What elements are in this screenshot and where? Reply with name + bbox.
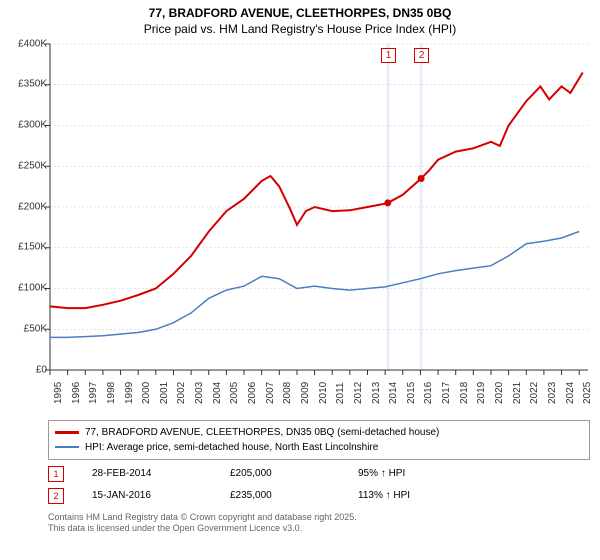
x-tick-label: 2020	[494, 381, 505, 403]
x-tick-label: 2005	[229, 381, 240, 403]
x-tick-label: 2007	[265, 381, 276, 403]
x-tick-label: 2016	[423, 381, 434, 403]
fineprint-line2: This data is licensed under the Open Gov…	[48, 523, 600, 535]
y-tick-label: £100K	[18, 283, 47, 294]
x-tick-label: 2006	[247, 381, 258, 403]
x-tick-label: 2009	[300, 381, 311, 403]
transaction-badge: 1	[48, 466, 64, 482]
transaction-row: 1 28-FEB-2014 £205,000 95% ↑ HPI	[48, 466, 600, 482]
x-tick-label: 2011	[335, 382, 346, 404]
legend-label: 77, BRADFORD AVENUE, CLEETHORPES, DN35 0…	[85, 425, 439, 440]
legend: 77, BRADFORD AVENUE, CLEETHORPES, DN35 0…	[48, 420, 590, 460]
y-tick-label: £200K	[18, 201, 47, 212]
x-tick-label: 2021	[512, 381, 523, 403]
fineprint-line1: Contains HM Land Registry data © Crown c…	[48, 512, 600, 524]
x-tick-label: 1995	[53, 381, 64, 403]
x-tick-label: 2003	[194, 381, 205, 403]
x-tick-label: 2019	[476, 381, 487, 403]
y-tick-label: £150K	[18, 242, 47, 253]
legend-swatch	[55, 431, 79, 434]
legend-label: HPI: Average price, semi-detached house,…	[85, 440, 378, 455]
x-tick-label: 2000	[141, 381, 152, 403]
x-tick-label: 2015	[406, 381, 417, 403]
band-label-1: 1	[381, 48, 396, 63]
legend-swatch	[55, 446, 79, 448]
chart-title: 77, BRADFORD AVENUE, CLEETHORPES, DN35 0…	[0, 0, 600, 22]
x-tick-label: 2012	[353, 381, 364, 403]
x-tick-label: 2025	[582, 381, 593, 403]
legend-row: 77, BRADFORD AVENUE, CLEETHORPES, DN35 0…	[55, 425, 583, 440]
chart-svg	[5, 40, 595, 416]
y-tick-label: £350K	[18, 79, 47, 90]
transaction-price: £235,000	[230, 490, 330, 501]
x-tick-label: 2002	[176, 381, 187, 403]
chart-area: £0 £50K £100K £150K £200K £250K £300K £350K £400…	[5, 40, 595, 416]
x-tick-label: 2017	[441, 381, 452, 403]
x-tick-label: 2004	[212, 381, 223, 403]
x-tick-label: 2022	[529, 381, 540, 403]
transactions: 1 28-FEB-2014 £205,000 95% ↑ HPI 2 15-JAN-201…	[0, 466, 600, 504]
x-tick-label: 2023	[547, 381, 558, 403]
transaction-pct: 113% ↑ HPI	[358, 490, 410, 501]
x-tick-label: 1996	[71, 381, 82, 403]
transaction-date: 15-JAN-2016	[92, 490, 202, 501]
x-tick-label: 1998	[106, 381, 117, 403]
transaction-row: 2 15-JAN-2016 £235,000 113% ↑ HPI	[48, 488, 600, 504]
y-tick-label: £300K	[18, 120, 47, 131]
chart-subtitle: Price paid vs. HM Land Registry's House …	[0, 22, 600, 40]
fine-print: Contains HM Land Registry data © Crown c…	[48, 512, 600, 535]
x-tick-label: 2008	[282, 381, 293, 403]
transaction-pct: 95% ↑ HPI	[358, 468, 405, 479]
x-tick-label: 1997	[88, 381, 99, 403]
x-tick-label: 2014	[388, 381, 399, 403]
x-tick-label: 2010	[318, 381, 329, 403]
band-label-2: 2	[414, 48, 429, 63]
y-tick-label: £400K	[18, 38, 47, 49]
transaction-price: £205,000	[230, 468, 330, 479]
x-tick-label: 1999	[124, 381, 135, 403]
y-tick-label: £0	[36, 364, 47, 375]
x-tick-label: 2024	[565, 381, 576, 403]
y-tick-label: £50K	[24, 323, 47, 334]
x-tick-label: 2018	[459, 381, 470, 403]
legend-row: HPI: Average price, semi-detached house,…	[55, 440, 583, 455]
transaction-date: 28-FEB-2014	[92, 468, 202, 479]
x-tick-label: 2013	[371, 381, 382, 403]
transaction-badge: 2	[48, 488, 64, 504]
y-tick-label: £250K	[18, 160, 47, 171]
x-tick-label: 2001	[159, 381, 170, 403]
